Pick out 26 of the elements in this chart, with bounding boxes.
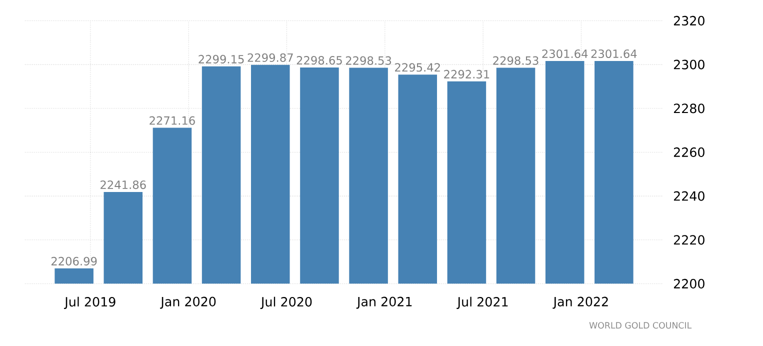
data-label: 2298.53 <box>493 56 538 65</box>
data-label: 2299.87 <box>248 53 293 62</box>
data-label: 2206.99 <box>51 256 97 266</box>
data-label: 2298.53 <box>346 56 392 65</box>
data-label: 2301.64 <box>591 49 637 58</box>
x-tick-label: Jul 2020 <box>260 296 312 309</box>
data-label: 2295.42 <box>395 63 440 72</box>
y-tick-label: 2300 <box>674 60 704 70</box>
x-tick-label: Jul 2019 <box>64 296 116 309</box>
y-tick-label: 2320 <box>674 16 704 26</box>
data-label: 2299.15 <box>198 54 244 64</box>
data-label: 2298.65 <box>296 56 342 65</box>
y-tick-label: 2260 <box>674 147 704 158</box>
y-tick-label: 2220 <box>674 235 704 245</box>
x-tick-label: Jan 2020 <box>160 296 216 309</box>
data-label: 2271.16 <box>150 116 195 125</box>
x-tick-label: Jan 2021 <box>356 296 412 309</box>
data-label: 2241.86 <box>100 180 146 190</box>
x-tick-label: Jul 2021 <box>456 296 508 309</box>
data-label: 2301.64 <box>542 49 588 58</box>
y-tick-label: 2280 <box>674 104 704 114</box>
text: WORLD GOLD COUNCIL <box>589 322 692 329</box>
y-tick-label: 2240 <box>674 191 704 201</box>
data-label: 2292.31 <box>444 70 490 78</box>
y-tick-label: 2200 <box>674 278 704 289</box>
x-tick-label: Jan 2022 <box>552 296 608 309</box>
